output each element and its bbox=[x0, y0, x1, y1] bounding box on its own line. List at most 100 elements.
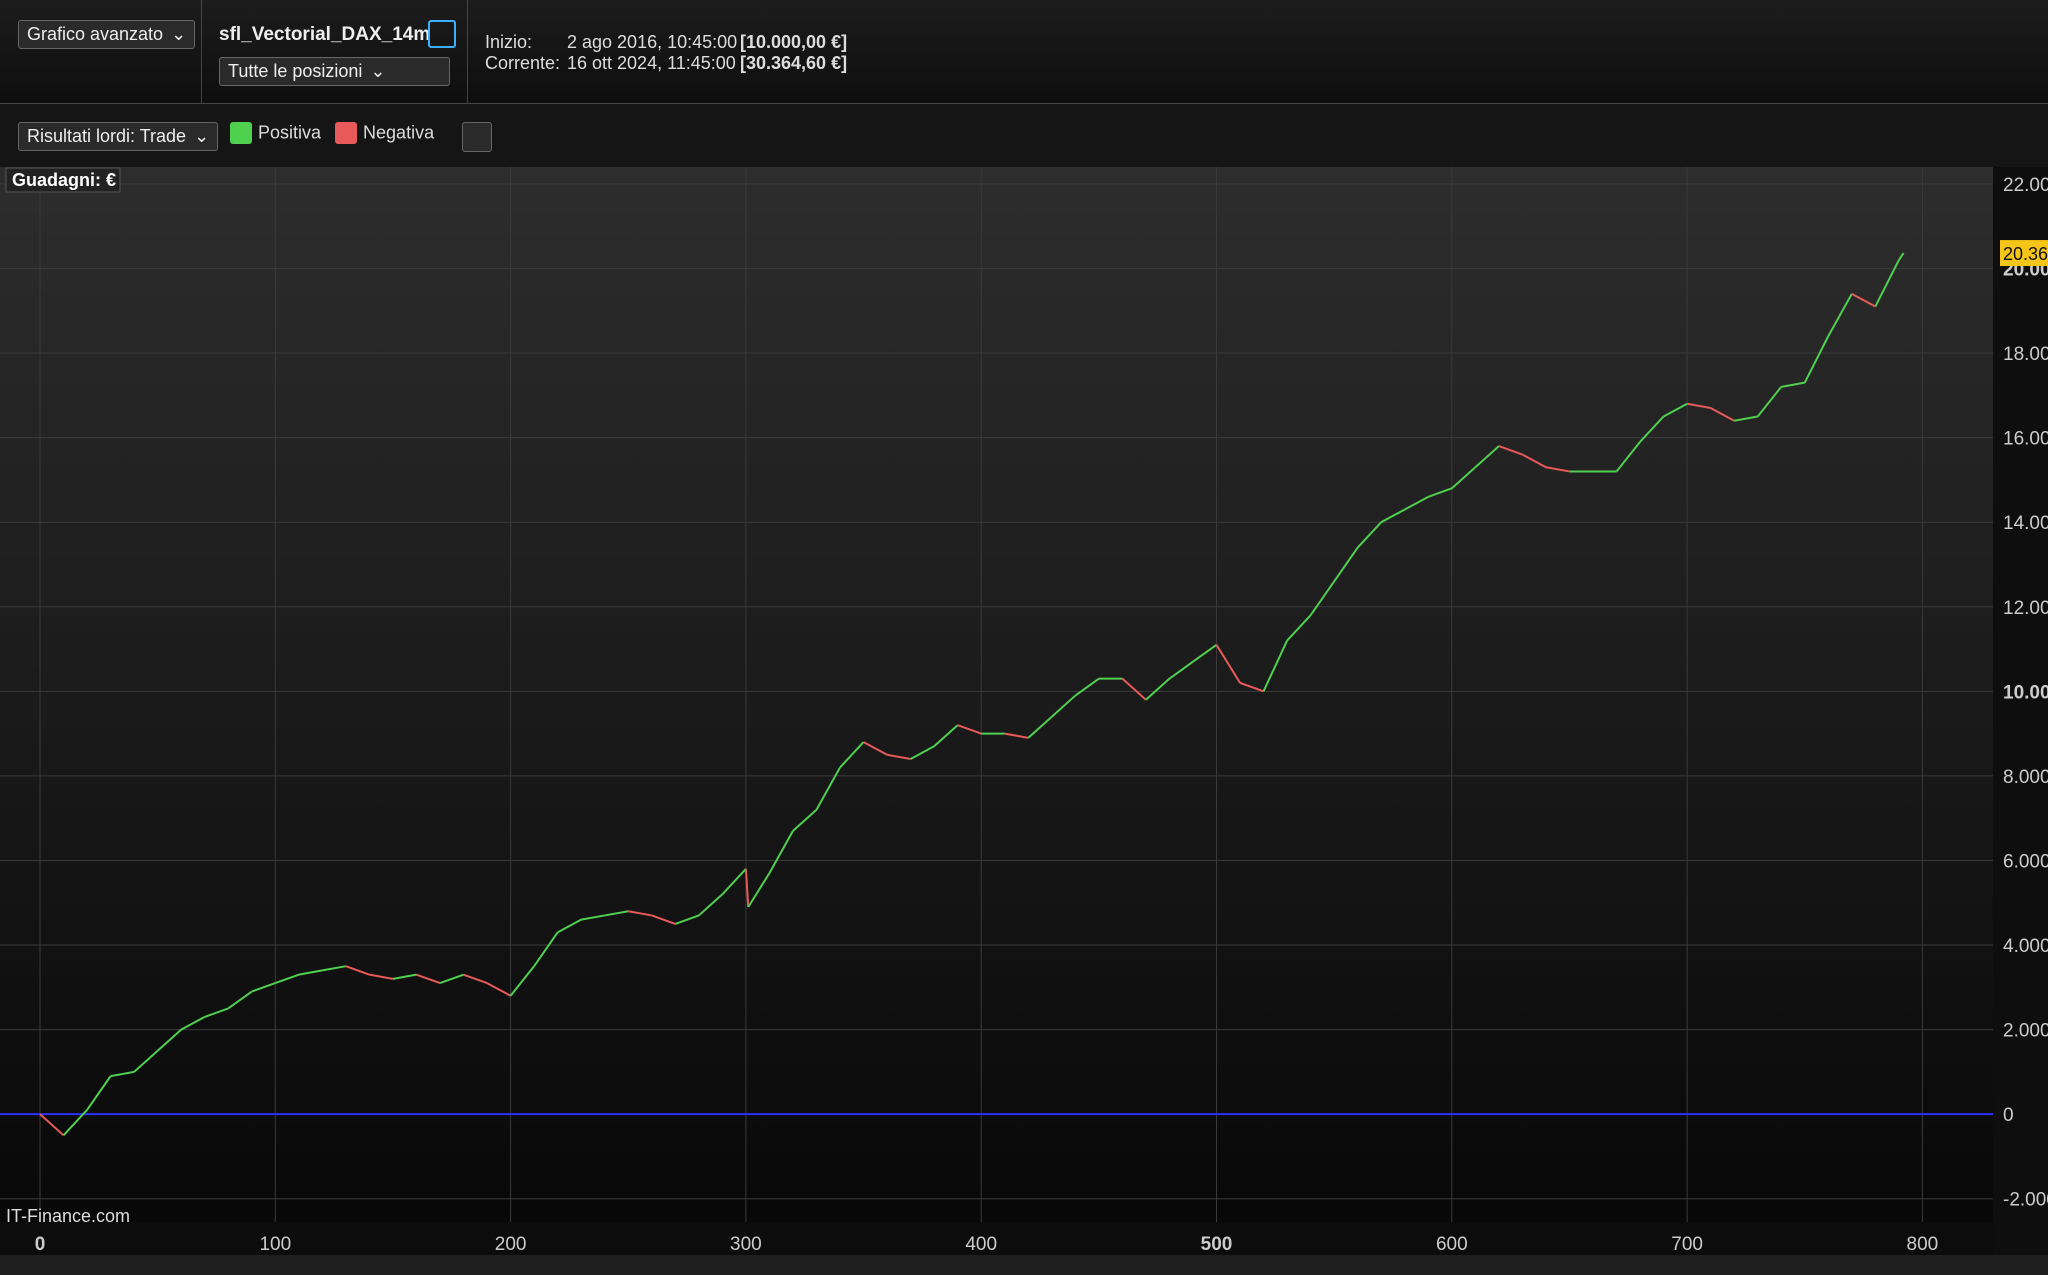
curve-segment bbox=[1898, 252, 1905, 261]
curve-segment bbox=[1498, 445, 1523, 456]
y-tick-label: 0 bbox=[2003, 1105, 2014, 1126]
y-tick-label: -2.000 bbox=[2003, 1190, 2048, 1211]
curve-segment bbox=[1262, 640, 1289, 692]
curve-segment bbox=[439, 973, 464, 985]
curve-segment bbox=[274, 973, 300, 985]
curve-segment bbox=[957, 724, 982, 735]
curve-segment bbox=[1733, 415, 1758, 422]
curve-segment bbox=[86, 1075, 112, 1111]
curve-segment bbox=[1710, 407, 1735, 422]
y-tick-label: 18.000 bbox=[2003, 344, 2048, 365]
curve-segment bbox=[1239, 681, 1264, 693]
toolbar: Risultati lordi: Trade Positiva Negativa bbox=[0, 104, 2048, 167]
curve-segment bbox=[1356, 521, 1382, 549]
curve-segment bbox=[1427, 487, 1453, 498]
current-label: Corrente: bbox=[485, 53, 561, 73]
y-tick-label: 10.000 bbox=[2003, 682, 2048, 703]
equity-curve bbox=[39, 252, 1905, 1137]
curve-segment bbox=[1803, 335, 1830, 384]
x-tick-label: 800 bbox=[1907, 1234, 1939, 1255]
curve-segment bbox=[815, 766, 841, 811]
curve-segment bbox=[747, 872, 771, 908]
legend-swatch bbox=[230, 122, 252, 144]
y-tick-label: 4.000 bbox=[2003, 936, 2048, 957]
y-tick-label: 22.000 bbox=[2003, 175, 2048, 196]
curve-segment bbox=[227, 990, 253, 1010]
plot-area bbox=[0, 167, 1993, 1222]
start-date: 2 ago 2016, 10:45:00 bbox=[567, 32, 738, 52]
settings-button[interactable] bbox=[462, 122, 492, 152]
view-select[interactable]: Grafico avanzato bbox=[18, 20, 196, 49]
curve-segment bbox=[1074, 677, 1100, 697]
strategy-name: sfl_Vectorial_DAX_14m bbox=[219, 24, 431, 45]
axis-area bbox=[1993, 167, 2048, 1255]
curve-segment bbox=[1404, 495, 1429, 511]
curve-segment bbox=[1874, 259, 1900, 307]
curve-segment bbox=[1121, 677, 1147, 701]
curve-segment bbox=[910, 745, 935, 760]
y-axis-label: Guadagni: € bbox=[12, 170, 116, 190]
filter-select[interactable]: Tutte le posizioni bbox=[219, 57, 450, 86]
curve-segment bbox=[62, 1109, 88, 1136]
curve-segment bbox=[1781, 381, 1805, 388]
y-tick-label: 12.000 bbox=[2003, 598, 2048, 619]
curve-segment bbox=[1309, 580, 1335, 616]
legend-label: Negativa bbox=[363, 122, 435, 143]
scrollbar[interactable] bbox=[0, 1255, 2048, 1275]
curve-segment bbox=[345, 965, 370, 976]
curve-segment bbox=[698, 893, 724, 917]
curve-segment bbox=[486, 982, 512, 997]
curve-segment bbox=[721, 868, 747, 895]
curve-segment bbox=[792, 808, 818, 832]
curve-segment bbox=[369, 973, 394, 980]
curve-segment bbox=[204, 1007, 229, 1018]
curve-segment bbox=[133, 1050, 159, 1073]
curve-segment bbox=[651, 914, 676, 925]
curve-segment bbox=[863, 741, 888, 756]
start-label: Inizio: bbox=[485, 32, 533, 52]
curve-segment bbox=[509, 965, 535, 997]
header: Grafico avanzato sfl_Vectorial_DAX_14m T… bbox=[0, 0, 2048, 104]
y-tick-label: 2.000 bbox=[2003, 1021, 2048, 1042]
curve-segment bbox=[156, 1028, 182, 1052]
curve-segment bbox=[1851, 292, 1876, 308]
curve-segment bbox=[1451, 466, 1477, 490]
curve-segment bbox=[674, 914, 700, 925]
last-value-badge bbox=[2000, 240, 2048, 267]
curve-segment bbox=[768, 830, 794, 874]
curve-segment bbox=[1004, 732, 1029, 739]
curve-segment bbox=[1615, 441, 1641, 473]
curve-segment bbox=[1827, 293, 1853, 337]
start-value: [10.000,00 €] bbox=[740, 32, 848, 52]
curve-segment bbox=[581, 914, 605, 921]
curve-segment bbox=[1474, 445, 1500, 468]
curve-segment bbox=[110, 1070, 135, 1078]
curve-segment bbox=[1286, 614, 1312, 642]
curve-segment bbox=[180, 1016, 206, 1031]
y-tick-label: 16.000 bbox=[2003, 429, 2048, 450]
curve-segment bbox=[1051, 694, 1076, 718]
curve-segment bbox=[298, 969, 323, 976]
curve-segment bbox=[1380, 508, 1406, 524]
curve-segment bbox=[1545, 466, 1570, 473]
curve-segment bbox=[1192, 644, 1218, 663]
curve-segment bbox=[1027, 715, 1053, 739]
curve-segment bbox=[1521, 453, 1547, 469]
watermark: IT-Finance.com bbox=[6, 1206, 130, 1226]
curve-segment bbox=[1145, 677, 1171, 701]
edit-icon[interactable] bbox=[428, 20, 456, 48]
curve-segment bbox=[1215, 644, 1241, 684]
x-tick-label: 700 bbox=[1671, 1234, 1703, 1255]
current-value: [30.364,60 €] bbox=[740, 53, 848, 73]
x-tick-label: 600 bbox=[1436, 1234, 1468, 1255]
legend: Positiva Negativa bbox=[230, 122, 434, 150]
curve-segment bbox=[1333, 546, 1359, 582]
x-tick-label: 300 bbox=[730, 1234, 762, 1255]
curve-segment bbox=[251, 982, 276, 993]
result-select[interactable]: Risultati lordi: Trade bbox=[18, 122, 219, 151]
x-tick-label: 400 bbox=[965, 1234, 997, 1255]
curve-segment bbox=[416, 973, 441, 985]
curve-segment bbox=[1686, 402, 1711, 410]
